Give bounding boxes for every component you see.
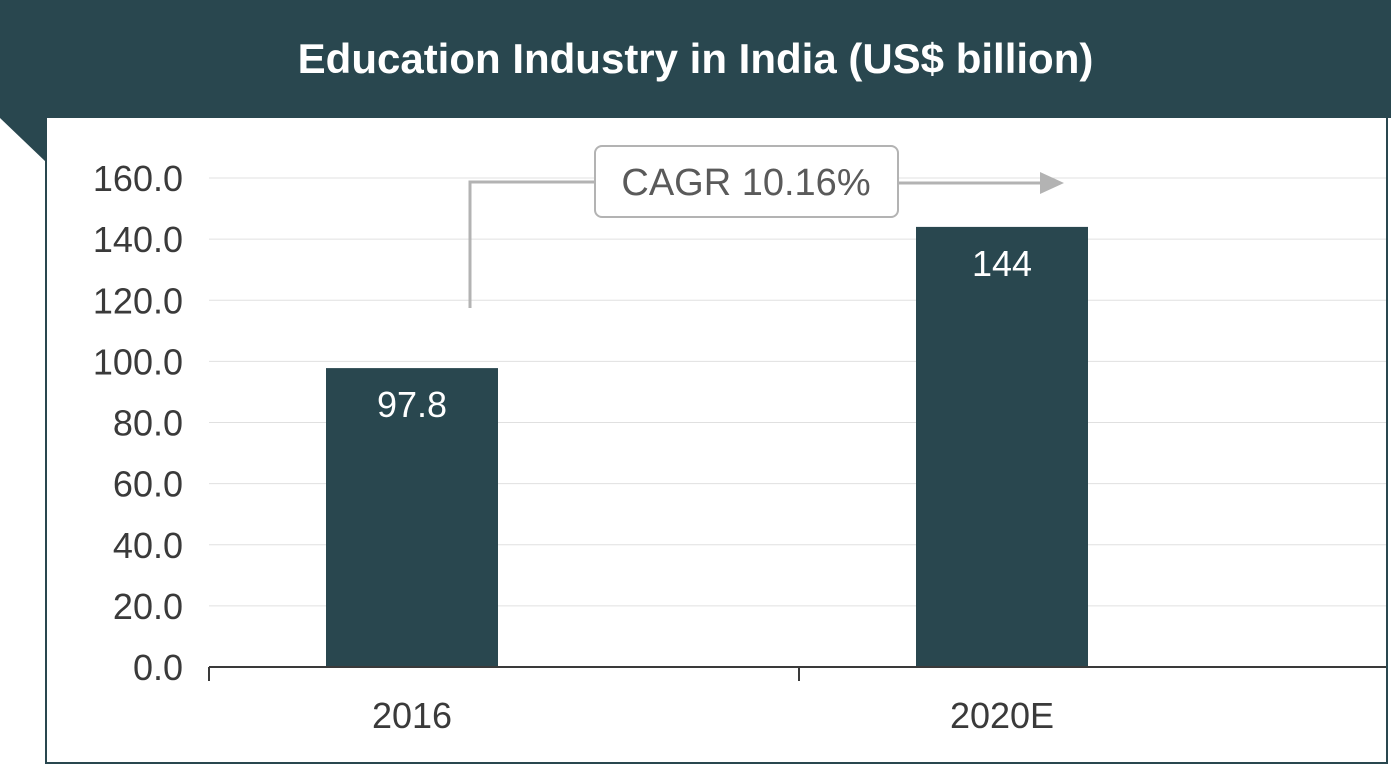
y-tick-label: 160.0 bbox=[93, 158, 183, 199]
y-tick-label: 140.0 bbox=[93, 219, 183, 260]
y-tick-label: 20.0 bbox=[113, 586, 183, 627]
y-tick-label: 0.0 bbox=[133, 647, 183, 688]
cagr-arrow-head bbox=[1040, 172, 1064, 194]
cagr-box bbox=[594, 145, 899, 218]
y-axis-tick-labels: 0.0 20.0 40.0 60.0 80.0 100.0 120.0 140.0 160.0 bbox=[93, 158, 183, 688]
cagr-annotation: CAGR 10.16% bbox=[468, 145, 1064, 308]
bars bbox=[326, 226, 1088, 667]
chart-panel bbox=[45, 118, 1388, 764]
x-axis bbox=[208, 666, 1386, 681]
bar-2020E bbox=[916, 226, 1088, 667]
title-header bbox=[0, 0, 1391, 118]
y-tick-label: 80.0 bbox=[113, 403, 183, 444]
x-axis-tick-labels: 2016 2020E bbox=[372, 695, 1054, 736]
cagr-connector-line bbox=[468, 180, 596, 308]
data-label-2020E: 144 bbox=[972, 243, 1032, 284]
y-tick-label: 120.0 bbox=[93, 280, 183, 321]
data-labels: 97.8 144 bbox=[377, 243, 1032, 425]
bar-2016 bbox=[326, 368, 498, 667]
data-label-2016: 97.8 bbox=[377, 384, 447, 425]
y-tick-label: 40.0 bbox=[113, 525, 183, 566]
x-tick-label: 2020E bbox=[950, 695, 1054, 736]
chart-title: Education Industry in India (US$ billion… bbox=[297, 35, 1094, 82]
y-tick-label: 100.0 bbox=[93, 341, 183, 382]
cagr-label: CAGR 10.16% bbox=[621, 162, 870, 204]
y-tick-label: 60.0 bbox=[113, 464, 183, 505]
header-fold-decoration bbox=[0, 118, 46, 162]
x-tick-label: 2016 bbox=[372, 695, 452, 736]
